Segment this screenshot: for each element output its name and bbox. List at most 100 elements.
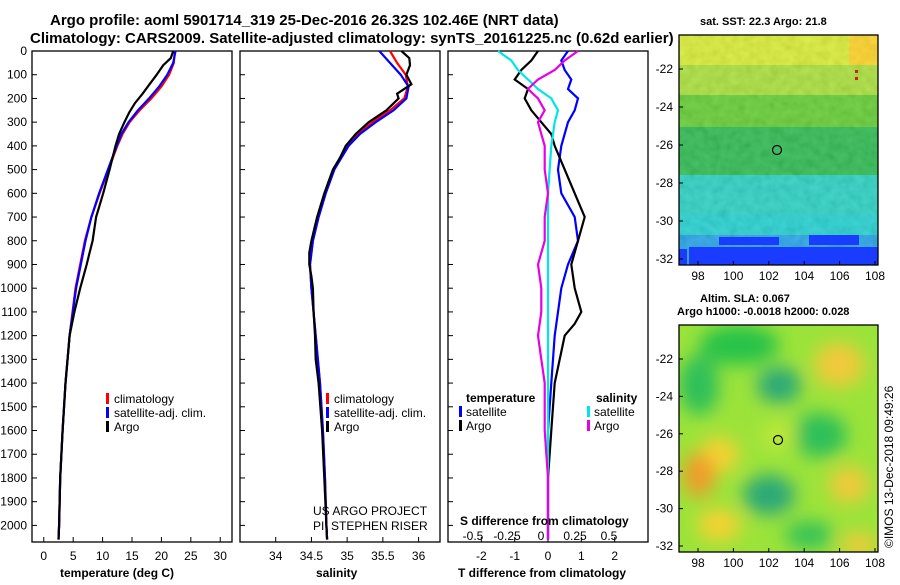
x-tick-label: -1 [509,549,520,563]
depth-tick-label: 1500 [0,400,27,414]
map-lat-tick: -32 [656,539,674,553]
credit-line2: PI: STEPHEN RISER [313,519,428,533]
profile-lines [57,50,586,540]
diff-legend-t-argo: Argo [466,419,492,433]
diff-legend-s-satellite: satellite [594,405,635,419]
map-lat-tick: -26 [656,138,674,152]
s-diff-tick-label: -0.25 [493,529,521,543]
map-lon-tick: 106 [830,556,850,570]
diff-swatch-t-argo [459,420,462,431]
map-lon-tick: 108 [865,556,885,570]
salinity-axis-label: salinity [316,566,358,580]
x-tick-label: 34 [269,549,283,563]
map-lat-tick: -32 [656,252,674,266]
x-tick-label: 0 [40,549,47,563]
series-line-argo [308,50,413,540]
legend-climatology: climatology [114,392,174,406]
x-tick-label: 34.5 [300,549,324,563]
sla-map-title1: Altim. SLA: 0.067 [700,293,790,305]
depth-tick-label: 800 [7,234,27,248]
map-lat-tick: -22 [656,352,674,366]
temperature-legend: climatology satellite-adj. clim. Argo [106,392,206,434]
map-lat-tick: -30 [656,214,674,228]
x-tick-label: 10 [96,549,110,563]
map-lat-tick: -28 [656,176,674,190]
sla-map-title2: Argo h1000: -0.0018 h2000: 0.028 [677,306,849,318]
legend-argo: Argo [114,420,140,434]
x-tick-label: 25 [184,549,198,563]
x-tick-label: 35 [340,549,354,563]
depth-tick-label: 200 [7,91,27,105]
x-tick-label: 36 [412,549,426,563]
salinity-legend: climatology satellite-adj. clim. Argo [326,392,426,434]
depth-tick-label: 100 [7,68,27,82]
depth-tick-label: 900 [7,257,27,271]
diff-swatch-s-argo [587,420,590,431]
map-lat-tick: -22 [656,62,674,76]
map-lat-tick: -24 [656,100,674,114]
map-lat-tick: -26 [656,427,674,441]
series-line-temperature-satellite [546,50,580,540]
salinity-panel-frame [239,50,441,543]
s-diff-tick-label: 0.5 [601,529,618,543]
depth-tick-label: 1100 [1,305,27,319]
sla-map-axes: -22 -24 -26 -28 -30 -32 98 100 102 104 106 108 [656,352,886,570]
depth-tick-label: 700 [7,210,27,224]
depth-tick-label: 1400 [0,376,27,390]
depth-tick-label: 1600 [0,424,27,438]
legend-satellite: satellite-adj. clim. [334,406,426,420]
legend-swatch-climatology [106,393,109,404]
x-tick-label: 5 [70,549,77,563]
x-tick-label: 0 [545,549,552,563]
depth-tick-label: 500 [7,163,27,177]
map-lon-tick: 100 [723,556,743,570]
map-lon-tick: 106 [830,269,850,283]
s-diff-tick-label: 0 [538,529,545,543]
series-line-argo [57,50,175,540]
x-tick-label: 15 [125,549,139,563]
map-lon-tick: 102 [759,556,779,570]
map-lon-tick: 104 [794,269,814,283]
series-line-salinity-satellite [497,50,560,540]
imos-stamp: ©IMOS 13-Dec-2018 09:49:26 [882,385,896,548]
sst-map-axes: -22 -24 -26 -28 -30 -32 98 100 102 104 106 108 [656,62,886,283]
diff-legend-s-argo: Argo [594,419,620,433]
depth-tick-label: 1200 [0,329,27,343]
figure-title-line1: Argo profile: aoml 5901714_319 25-Dec-20… [50,12,559,29]
diff-swatch-t-satellite [459,406,462,417]
x-tick-label: 30 [214,549,228,563]
x-tick-label: -2 [476,549,487,563]
sst-map-argo-marker [771,144,783,156]
depth-tick-label: 1300 [0,352,27,366]
legend-swatch-argo [106,421,109,432]
legend-argo: Argo [334,420,360,434]
depth-tick-label: 1900 [0,495,27,509]
map-lon-tick: 102 [759,269,779,283]
s-difference-axis-label: S difference from climatology [460,514,629,528]
map-lon-tick: 98 [691,556,705,570]
x-axes: 0 5 10 15 20 25 30 34 34.5 35 35.5 36 -2 -1 0 1 2 -0.5 -0.… [40,529,618,563]
depth-tick-label: 1700 [0,447,27,461]
x-tick-label: 2 [611,549,618,563]
series-line-salinity-argo [526,50,579,540]
depth-tick-label: 400 [7,139,27,153]
temperature-panel-frame [31,50,233,543]
legend-swatch-climatology [326,393,329,404]
s-diff-tick-label: -0.5 [463,529,484,543]
diff-legend-salinity: salinity [596,391,638,405]
depth-tick-label: 300 [7,115,27,129]
depth-axis: 0 100 200 300 400 500 600 700 800 900 1000 1100 1200… [0,44,453,532]
map-lon-tick: 100 [723,269,743,283]
t-difference-axis-label: T difference from climatology [458,566,626,580]
map-lon-tick: 108 [865,269,885,283]
depth-tick-label: 1000 [0,281,27,295]
depth-tick-label: 0 [20,44,27,58]
credit-line1: US ARGO PROJECT [313,504,428,518]
sst-map-title: sat. SST: 22.3 Argo: 21.8 [700,16,827,28]
x-tick-label: 35.5 [371,549,395,563]
series-line-temperature-argo [513,50,586,540]
sst-map [678,34,879,266]
temperature-axis-label: temperature (deg C) [60,566,174,580]
diff-legend-temperature: temperature [466,391,536,405]
